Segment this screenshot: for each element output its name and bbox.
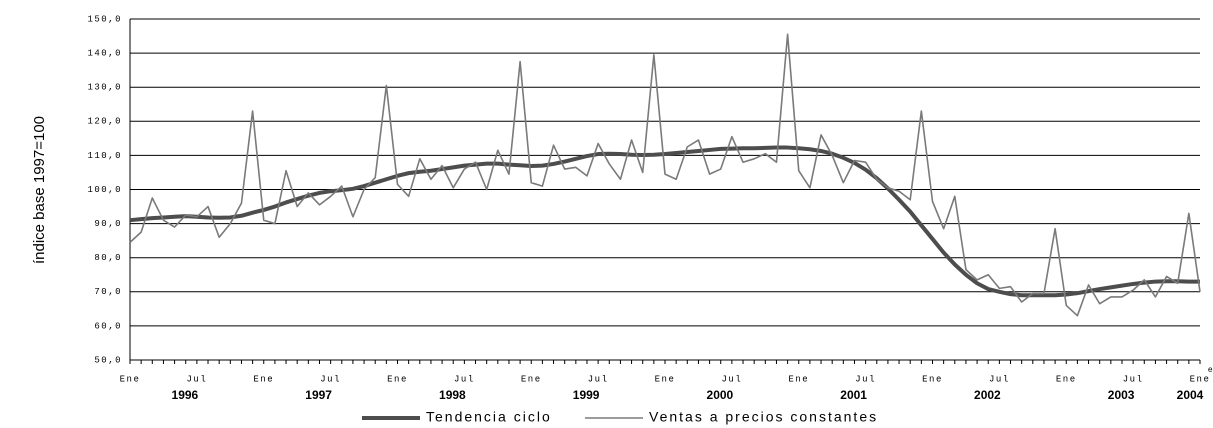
x-tick-label: Jul [588, 374, 609, 384]
x-tick-label: Jul [320, 374, 341, 384]
year-label: 1998 [439, 388, 466, 402]
year-label: 1996 [172, 388, 199, 402]
legend-label: Tendencia ciclo [426, 409, 552, 425]
y-tick-label: 60,0 [94, 321, 122, 331]
year-label: 2000 [707, 388, 734, 402]
y-tick-label: 130,0 [87, 83, 122, 93]
series-line [129, 145, 1200, 298]
year-label: 1997 [305, 388, 332, 402]
x-tick-label: Ene [1190, 374, 1211, 384]
y-tick-label: 80,0 [94, 253, 122, 263]
x-tick-label: Jul [989, 374, 1010, 384]
y-tick-label: 50,0 [94, 355, 122, 365]
x-tick-label: Ene [521, 374, 542, 384]
x-tick-label: Jul [187, 374, 208, 384]
year-label: 2003 [1108, 388, 1135, 402]
x-tick-label: Jul [1123, 374, 1144, 384]
y-tick-label: 100,0 [87, 185, 122, 195]
x-tick-label: Jul [855, 374, 876, 384]
y-axis-label: índice base 1997=100 [31, 116, 48, 264]
x-tick-label: Ene [1056, 374, 1077, 384]
y-tick-label: 70,0 [94, 287, 122, 297]
y-tick-label: 150,0 [87, 14, 122, 24]
y-tick-label: 110,0 [87, 151, 122, 161]
x-tick-label: Ene [922, 374, 943, 384]
x-tick-label: Jul [454, 374, 475, 384]
y-tick-label: 90,0 [94, 219, 122, 229]
y-tick-label: 140,0 [87, 48, 122, 58]
year-label: 2001 [840, 388, 867, 402]
legend-label: Ventas a precios constantes [649, 409, 878, 425]
year-label: 1999 [573, 388, 600, 402]
x-tick-label: Ene [655, 374, 676, 384]
x-tick-label: Jul [722, 374, 743, 384]
x-tick-label: Ene [253, 374, 274, 384]
x-note: e [1208, 365, 1213, 374]
x-tick-label: Ene [387, 374, 408, 384]
x-tick-label: Ene [788, 374, 809, 384]
x-tick-label: Ene [120, 374, 141, 384]
year-label: 2004 [1177, 388, 1204, 402]
series-line [129, 33, 1201, 317]
year-label: 2002 [974, 388, 1001, 402]
y-tick-label: 120,0 [87, 117, 122, 127]
